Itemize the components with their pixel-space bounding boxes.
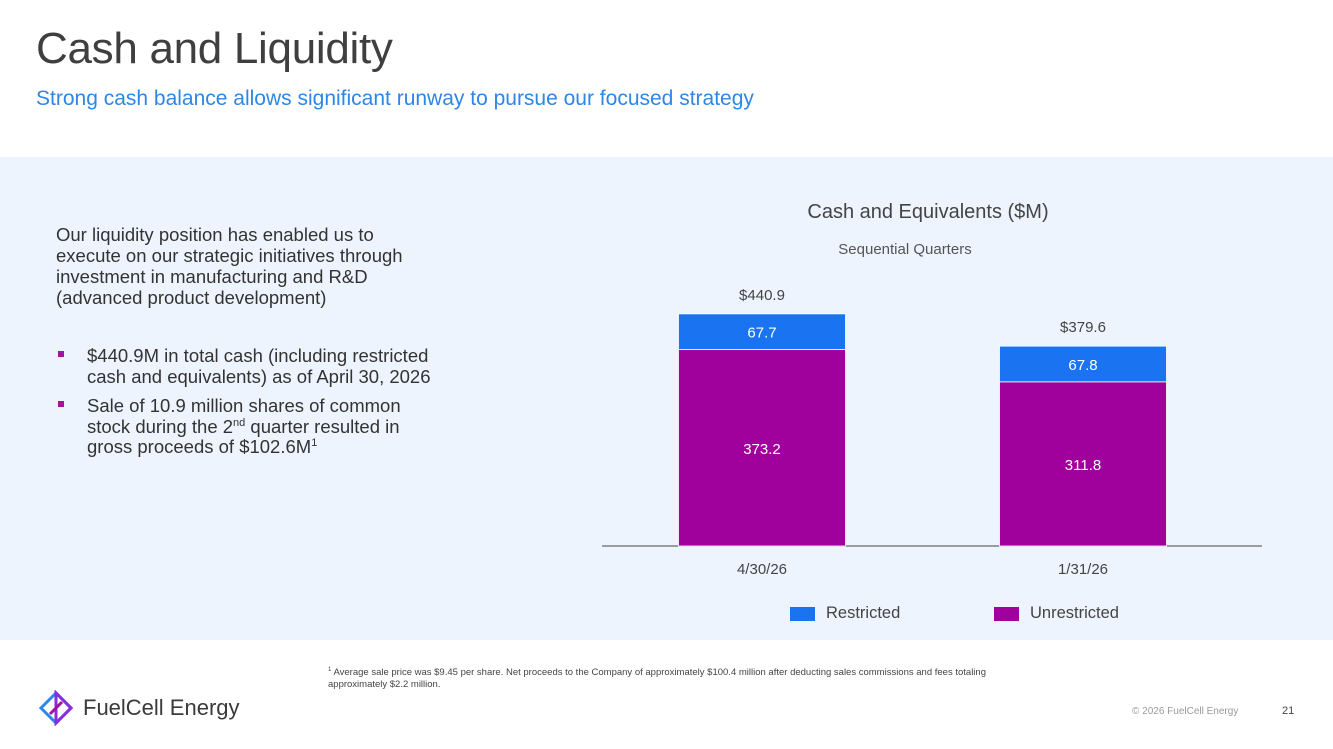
x-tick-label-2: 1/31/26	[1058, 561, 1108, 578]
ordinal-superscript: nd	[233, 416, 246, 429]
bar-restricted-1	[678, 313, 846, 350]
data-label-unrestricted-2: 311.8	[1065, 457, 1101, 474]
page-number: 21	[1282, 705, 1295, 717]
legend-item-restricted: Restricted	[790, 604, 900, 623]
legend-item-unrestricted: Unrestricted	[994, 604, 1119, 623]
bullet-share-sale-text-b: quarter resulted in gross proceeds of $1…	[87, 415, 400, 457]
copyright-text: © 2026 FuelCell Energy	[1132, 706, 1239, 717]
slide-subtitle: Strong cash balance allows significant r…	[36, 87, 754, 110]
bullet-square-icon	[58, 351, 64, 357]
bar-unrestricted-1	[678, 349, 846, 547]
slide-title: Cash and Liquidity	[36, 24, 393, 73]
legend-swatch-unrestricted	[994, 606, 1019, 621]
fuelcell-diamond-logo-icon	[38, 690, 74, 726]
data-label-unrestricted-1: 373.2	[743, 441, 781, 458]
bullet-total-cash: $440.9M in total cash (including restric…	[56, 345, 436, 387]
legend-swatch-restricted	[790, 606, 815, 621]
bar-restricted-2	[999, 345, 1167, 383]
cash-equivalents-chart: Cash and Equivalents ($M) Sequential Quar…	[602, 201, 1262, 578]
bar-unrestricted-2	[999, 381, 1167, 547]
legend-label-restricted: Restricted	[826, 604, 901, 622]
bullet-total-cash-text: $440.9M in total cash (including restric…	[87, 345, 431, 387]
footnote: 1 Average sale price was $9.45 per share…	[328, 667, 1028, 691]
liquidity-intro-text: Our liquidity position has enabled us to…	[56, 224, 403, 308]
total-label-1: $440.9	[739, 287, 785, 304]
chart-subtitle: Sequential Quarters	[838, 241, 971, 258]
footnote-marker: 1	[328, 666, 332, 673]
chart-title: Cash and Equivalents ($M)	[807, 201, 1048, 223]
total-label-2: $379.6	[1060, 319, 1106, 336]
key-points-list: $440.9M in total cash (including restric…	[56, 345, 436, 467]
footnote-ref: 1	[311, 436, 318, 449]
data-label-restricted-2: 67.8	[1068, 357, 1097, 374]
company-logo: FuelCell Energy	[38, 690, 240, 726]
bullet-square-icon	[58, 401, 64, 407]
x-tick-label-1: 4/30/26	[737, 561, 787, 578]
logo-wordmark: FuelCell Energy	[83, 695, 240, 720]
data-label-restricted-1: 67.7	[747, 325, 776, 342]
footnote-text: Average sale price was $9.45 per share. …	[328, 667, 986, 690]
legend-label-unrestricted: Unrestricted	[1030, 604, 1119, 622]
bullet-share-sale: Sale of 10.9 million shares of common st…	[56, 395, 436, 458]
bullet-share-sale-text-a: Sale of 10.9 million shares of common st…	[87, 395, 401, 437]
